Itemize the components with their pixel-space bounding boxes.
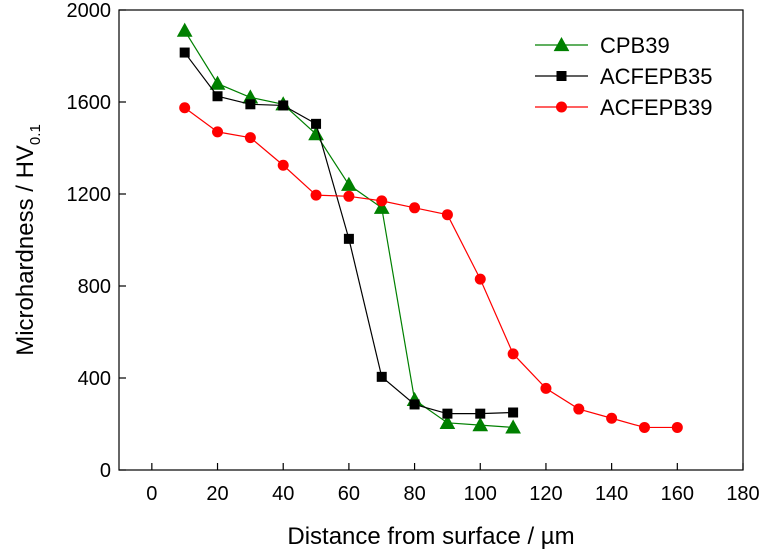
y-tick-label: 0: [100, 460, 111, 482]
data-point-acfepb35: [442, 408, 453, 419]
data-point-cpb39: [505, 419, 521, 434]
legend-marker: [556, 71, 567, 81]
y-tick-label: 2000: [67, 0, 112, 22]
plot-frame: [118, 9, 744, 471]
data-point-acfepb39: [638, 421, 650, 433]
data-point-acfepb39: [441, 209, 453, 221]
x-tick-label: 120: [529, 483, 562, 505]
data-point-acfepb35: [311, 118, 322, 129]
series-layer: [176, 22, 683, 434]
data-point-acfepb39: [244, 132, 256, 144]
legend-label: ACFEPB35: [600, 64, 713, 89]
data-point-acfepb39: [507, 348, 519, 360]
data-point-cpb39: [472, 417, 489, 432]
legend-label: CPB39: [600, 33, 670, 58]
data-point-acfepb39: [376, 195, 388, 207]
y-axis-title-subscript: 0.1: [27, 124, 44, 145]
data-point-acfepb39: [606, 412, 618, 424]
data-point-acfepb35: [475, 408, 486, 419]
x-tick-label: 100: [464, 483, 497, 505]
series-cpb39: [176, 22, 521, 434]
legend-label: ACFEPB39: [600, 95, 713, 120]
data-point-acfepb35: [343, 233, 354, 244]
data-point-acfepb35: [278, 100, 289, 111]
data-point-acfepb39: [277, 159, 289, 171]
data-point-acfepb39: [540, 382, 552, 394]
data-point-cpb39: [341, 176, 357, 191]
data-point-cpb39: [439, 414, 456, 429]
data-point-cpb39: [373, 199, 390, 214]
axes: 0 20 40 60 80 100 120 140 160 180 0 400 800 1200 1600 2…: [67, 0, 760, 505]
data-point-acfepb39: [573, 403, 585, 415]
x-axis-title: Distance from surface / µm: [287, 523, 574, 550]
x-tick-label: 20: [206, 483, 228, 505]
data-point-acfepb35: [179, 47, 190, 58]
data-point-acfepb39: [409, 202, 421, 214]
y-tick-label: 800: [78, 276, 111, 298]
x-tick-label: 40: [272, 483, 294, 505]
series-acfepb35: [179, 47, 519, 419]
x-tick-label: 140: [595, 483, 628, 505]
data-point-acfepb39: [179, 102, 191, 114]
legend-marker: [556, 101, 567, 113]
data-point-acfepb39: [474, 273, 486, 285]
data-point-acfepb39: [343, 190, 355, 202]
x-tick-label: 0: [146, 483, 157, 505]
data-point-acfepb39: [671, 421, 683, 433]
data-point-acfepb35: [212, 91, 223, 102]
data-point-acfepb35: [409, 399, 420, 410]
legend: CPB39 ACFEPB35 ACFEPB39: [535, 33, 713, 120]
x-tick-label: 60: [338, 483, 360, 505]
data-point-cpb39: [176, 22, 193, 37]
y-tick-label: 400: [78, 368, 111, 390]
series-acfepb39: [179, 102, 683, 433]
data-point-acfepb35: [245, 99, 256, 110]
data-point-acfepb35: [376, 371, 387, 382]
y-axis-title: Microhardness / HV0.1: [12, 124, 44, 356]
series-line-acfepb35: [184, 52, 514, 415]
y-tick-label: 1600: [67, 92, 112, 114]
legend-marker: [553, 36, 570, 52]
x-tick-label: 80: [403, 483, 425, 505]
legend-item-cpb39: CPB39: [535, 33, 670, 58]
x-tick-label: 180: [726, 483, 759, 505]
data-point-acfepb39: [212, 126, 224, 138]
legend-item-acfepb35: ACFEPB35: [535, 64, 713, 89]
data-point-acfepb35: [508, 407, 519, 418]
y-tick-label: 1200: [67, 184, 112, 206]
legend-item-acfepb39: ACFEPB39: [535, 95, 713, 120]
series-line-cpb39: [184, 30, 514, 429]
data-point-acfepb39: [310, 189, 322, 201]
y-axis-title-main: Microhardness / HV: [12, 145, 39, 356]
x-tick-label: 160: [661, 483, 694, 505]
data-point-cpb39: [209, 75, 226, 90]
series-line-acfepb39: [184, 107, 678, 429]
